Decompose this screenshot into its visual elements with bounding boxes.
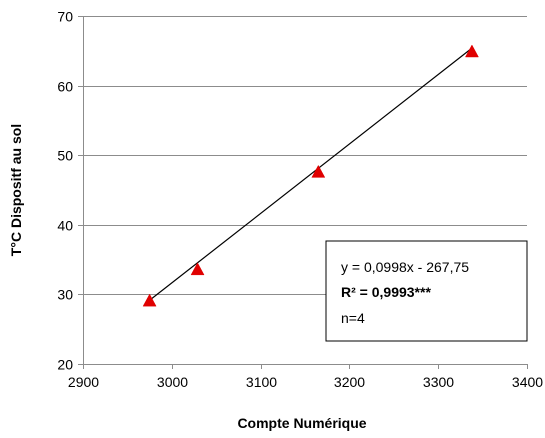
x-axis-title: Compte Numérique [237, 415, 366, 431]
x-tick-label-3200: 3200 [334, 374, 365, 390]
y-tick-label-30: 30 [57, 287, 73, 303]
data-point-1 [142, 293, 157, 307]
data-points [142, 44, 479, 307]
x-tick-label-3400: 3400 [512, 374, 543, 390]
data-point-3 [311, 164, 326, 178]
regression-annotation: y = 0,0998x - 267,75 R² = 0,9993*** n=4 [325, 240, 528, 342]
trendline [149, 47, 473, 301]
y-tick-label-50: 50 [57, 148, 73, 164]
x-tick-label-3000: 3000 [157, 374, 188, 390]
annotation-frame [325, 240, 528, 342]
y-axis-title: T°C Dispositf au sol [8, 124, 24, 256]
n-count-text: n=4 [341, 310, 365, 326]
data-point-4 [465, 44, 479, 58]
trendline-segment [149, 47, 473, 301]
y-tick-label-20: 20 [57, 357, 73, 373]
r-squared-text: R² = 0,9993*** [341, 284, 431, 300]
y-tick-label-70: 70 [57, 9, 73, 25]
y-tick-label-40: 40 [57, 218, 73, 234]
x-tick-label-2900: 2900 [68, 374, 99, 390]
data-point-2 [190, 262, 205, 276]
equation-text: y = 0,0998x - 267,75 [341, 259, 469, 275]
x-tick-label-3300: 3300 [423, 374, 454, 390]
x-tick-label-3100: 3100 [246, 374, 277, 390]
y-tick-label-60: 60 [57, 79, 73, 95]
axes [78, 16, 528, 369]
tick-labels: 20 30 40 50 60 70 2900 3000 3100 3200 3300 3400 [57, 9, 543, 391]
